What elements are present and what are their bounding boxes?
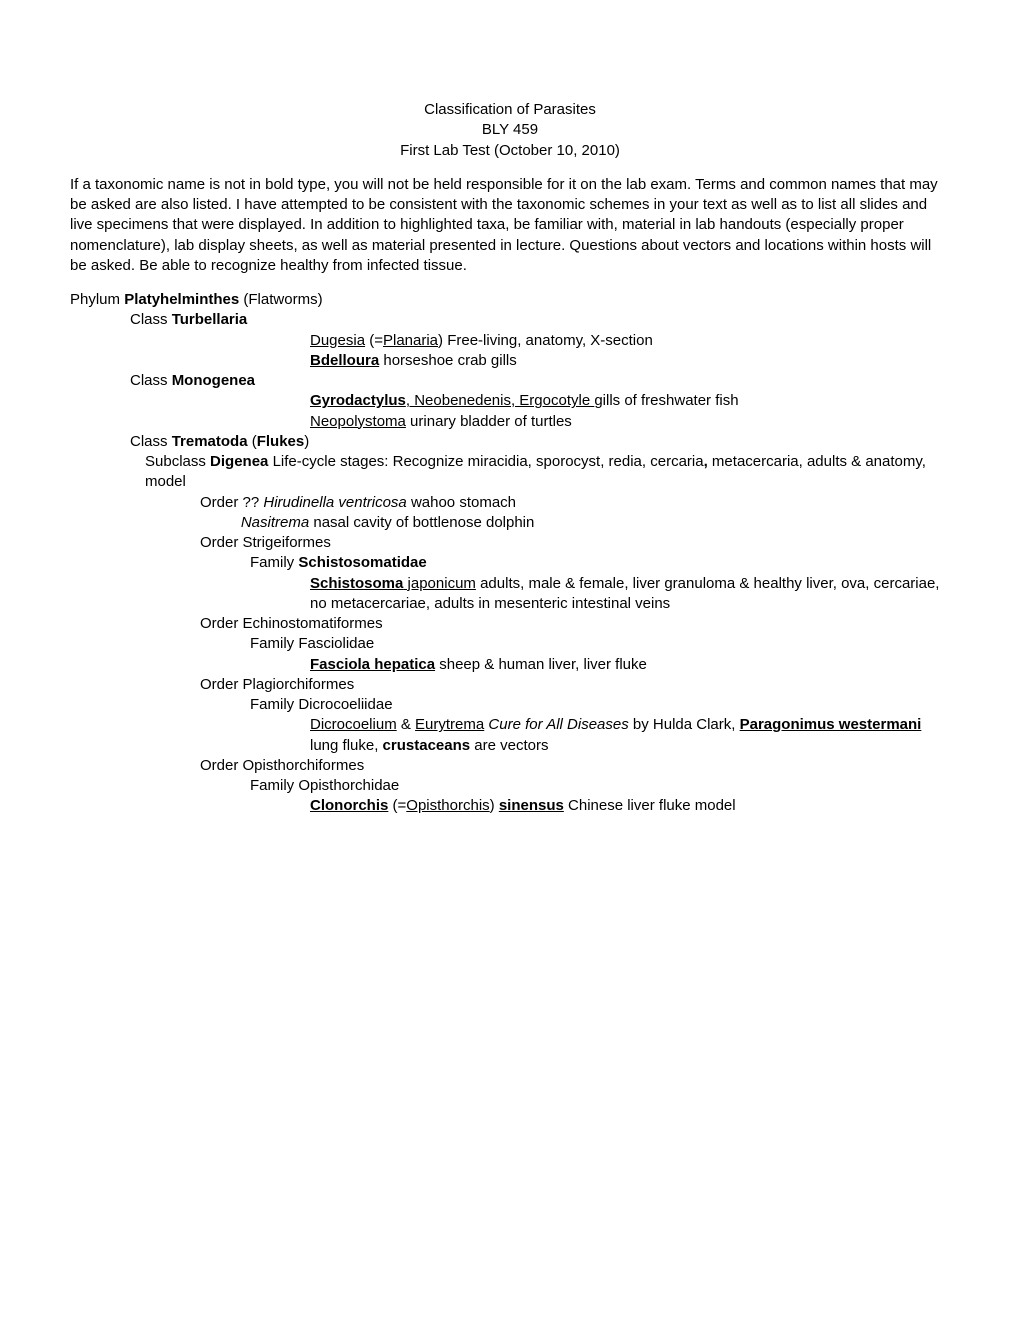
- nasitrema-line: Nasitrema nasal cavity of bottlenose dol…: [220, 513, 950, 533]
- platyhelminthes: Platyhelminthes: [124, 291, 239, 308]
- order-strigeiformes: Order Strigeiformes: [200, 533, 950, 553]
- planaria: Planaria: [383, 332, 438, 349]
- taxonomy-block: Phylum Platyhelminthes (Flatworms) Class…: [70, 290, 950, 817]
- family-fasciolidae: Family Fasciolidae: [250, 634, 950, 654]
- class-trematoda-line: Class Trematoda (Flukes): [130, 432, 950, 452]
- class-monogenea-line: Class Monogenea: [130, 371, 950, 391]
- subclass-digenea-line: Subclass Digenea Life-cycle stages: Reco…: [145, 452, 950, 493]
- dicrocoelium: Dicrocoelium: [310, 716, 397, 733]
- schistosoma: Schistosoma: [310, 575, 403, 592]
- schistosomatidae: Schistosomatidae: [298, 554, 426, 571]
- neopolystoma: Neopolystoma: [310, 413, 406, 430]
- digenea: Digenea: [210, 453, 268, 470]
- opisthorchis: Opisthorchis: [406, 797, 489, 814]
- schisto-species: japonicum: [403, 575, 476, 592]
- family-schisto-line: Family Schistosomatidae: [250, 553, 950, 573]
- dugesia-line: Dugesia (=Planaria) Free-living, anatomy…: [310, 331, 950, 351]
- subclass-label: Subclass: [145, 453, 210, 470]
- family-dicrocoeliidae: Family Dicrocoeliidae: [250, 695, 950, 715]
- intro-paragraph: If a taxonomic name is not in bold type,…: [70, 175, 950, 276]
- class-label: Class: [130, 311, 172, 328]
- phylum-label: Phylum: [70, 291, 124, 308]
- order-echino: Order Echinostomatiformes: [200, 614, 950, 634]
- gyro-others: , Neobenedenis, Ergocotyle: [406, 392, 594, 409]
- order-plagiorchiformes: Order Plagiorchiformes: [200, 675, 950, 695]
- gyro-desc: gills of freshwater fish: [594, 392, 738, 409]
- neopoly-desc: urinary bladder of turtles: [406, 413, 572, 430]
- family-opisthorchidae: Family Opisthorchidae: [250, 776, 950, 796]
- bdelloura-line: Bdelloura horseshoe crab gills: [310, 351, 950, 371]
- phylum-line: Phylum Platyhelminthes (Flatworms): [70, 290, 950, 310]
- class-label: Class: [130, 433, 172, 450]
- order-unknown-line: Order ?? Hirudinella ventricosa wahoo st…: [200, 493, 950, 513]
- digenea-desc-1: Life-cycle stages: Recognize miracidia, …: [268, 453, 703, 470]
- gyrodactylus: Gyrodactylus: [310, 392, 406, 409]
- hirudinella: Hirudinella ventricosa: [263, 494, 406, 511]
- turbellaria: Turbellaria: [172, 311, 248, 328]
- order-unknown: Order ??: [200, 494, 263, 511]
- dugesia: Dugesia: [310, 332, 365, 349]
- doc-header: Classification of Parasites BLY 459 Firs…: [70, 100, 950, 161]
- order-opisthorchiformes: Order Opisthorchiformes: [200, 756, 950, 776]
- ampersand: &: [397, 716, 415, 733]
- clon-desc: Chinese liver fluke model: [564, 797, 736, 814]
- fasc-desc: sheep & human liver, liver fluke: [435, 656, 647, 673]
- title-line-2: BLY 459: [70, 120, 950, 140]
- title-line-1: Classification of Parasites: [70, 100, 950, 120]
- by-hulda: by Hulda Clark,: [629, 716, 740, 733]
- class-turbellaria-line: Class Turbellaria: [130, 310, 950, 330]
- fasciola-line: Fasciola hepatica sheep & human liver, l…: [310, 655, 950, 675]
- crustaceans: crustaceans: [383, 737, 471, 754]
- clon-paren-close: ): [490, 797, 499, 814]
- parag-desc: lung fluke,: [310, 737, 383, 754]
- vectors-text: are vectors: [470, 737, 548, 754]
- schistosoma-line: Schistosoma japonicum adults, male & fem…: [310, 574, 950, 615]
- nasit-desc: nasal cavity of bottlenose dolphin: [309, 514, 534, 531]
- fasciola-hepatica: Fasciola hepatica: [310, 656, 435, 673]
- class-label: Class: [130, 372, 172, 389]
- family-label: Family: [250, 554, 298, 571]
- clonorchis-line: Clonorchis (=Opisthorchis) sinensus Chin…: [310, 796, 950, 816]
- bdelloura-desc: horseshoe crab gills: [379, 352, 517, 369]
- flatworms-paren: (Flatworms): [239, 291, 322, 308]
- paren-open: (=: [365, 332, 383, 349]
- monogenea: Monogenea: [172, 372, 255, 389]
- clon-paren-open: (=: [388, 797, 406, 814]
- neopoly-line: Neopolystoma urinary bladder of turtles: [310, 412, 950, 432]
- title-line-3: First Lab Test (October 10, 2010): [70, 141, 950, 161]
- dugesia-desc: ) Free-living, anatomy, X-section: [438, 332, 653, 349]
- gyro-line: Gyrodactylus, Neobenedenis, Ergocotyle g…: [310, 391, 950, 411]
- trematoda: Trematoda: [172, 433, 248, 450]
- clonorchis: Clonorchis: [310, 797, 388, 814]
- flukes: Flukes: [257, 433, 305, 450]
- eurytrema: Eurytrema: [415, 716, 484, 733]
- bdelloura: Bdelloura: [310, 352, 379, 369]
- sinensus: sinensus: [499, 797, 564, 814]
- dicro-line: Dicrocoelium & Eurytrema Cure for All Di…: [310, 715, 950, 756]
- nasitrema: Nasitrema: [241, 514, 309, 531]
- paragonimus-westermani: Paragonimus westermani: [740, 716, 922, 733]
- hirud-desc: wahoo stomach: [407, 494, 516, 511]
- cure-for-all-diseases: Cure for All Diseases: [488, 716, 628, 733]
